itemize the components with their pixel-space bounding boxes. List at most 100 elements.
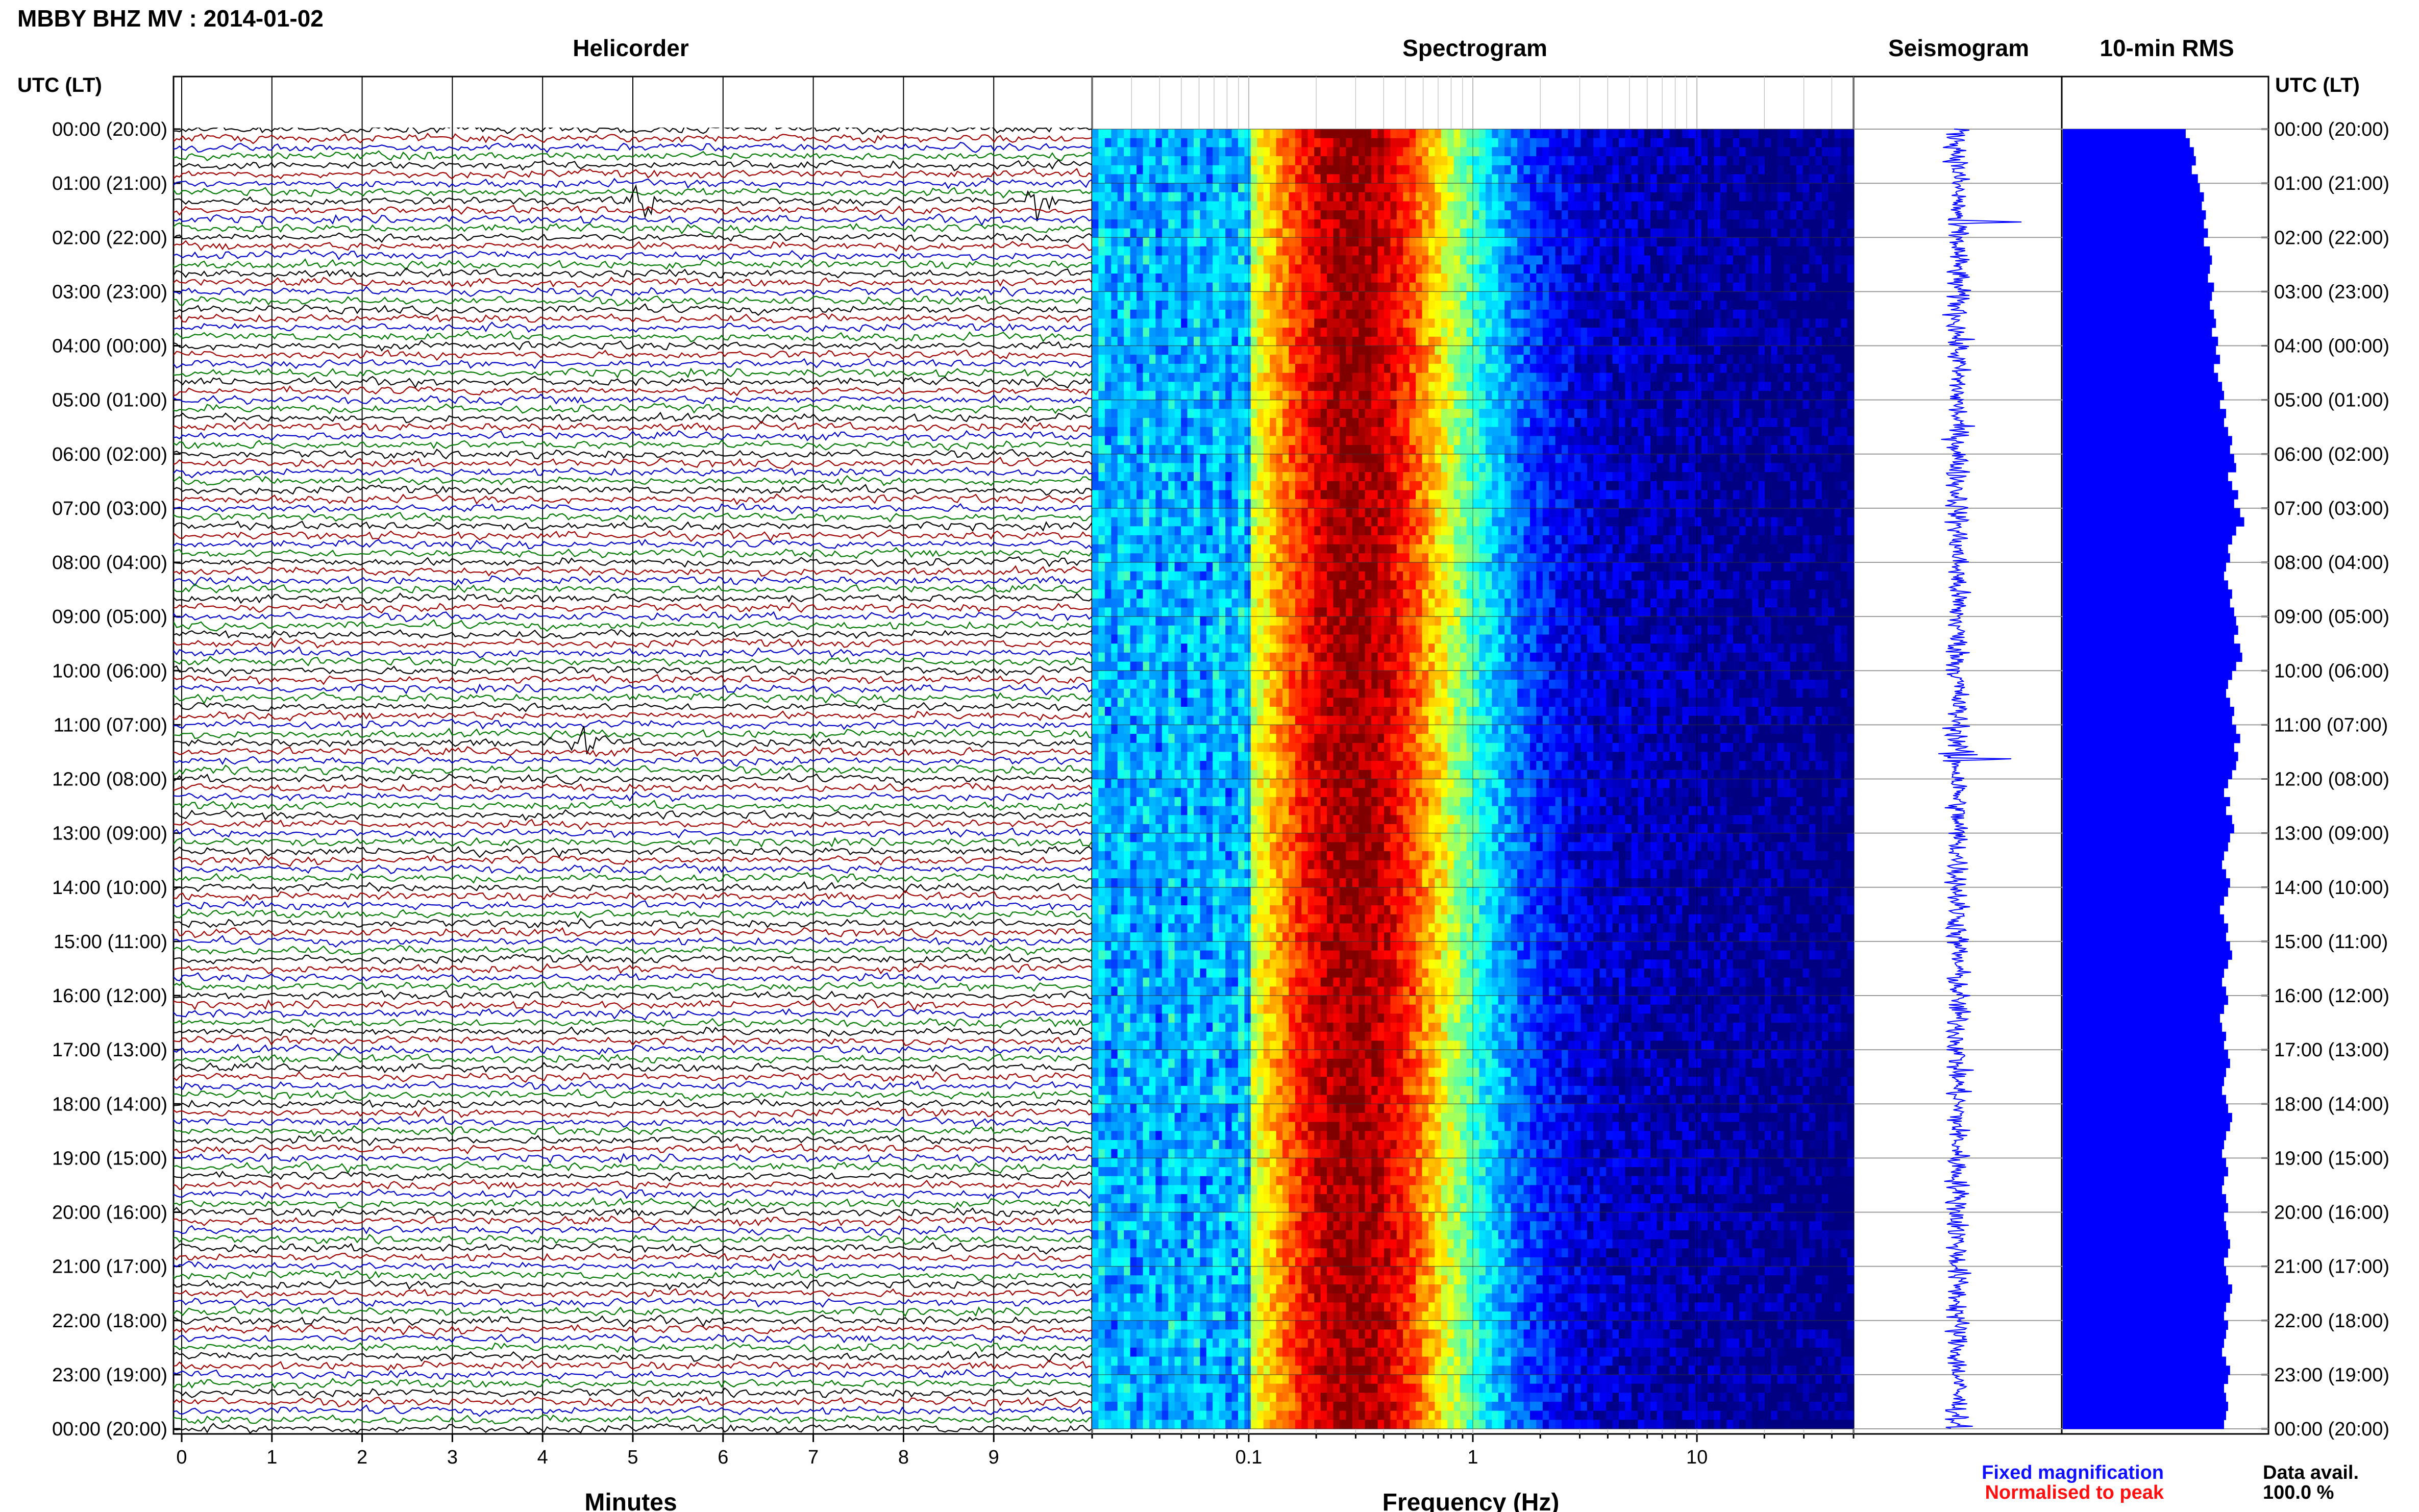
spectrogram-cell [1232, 752, 1239, 761]
spectrogram-cell [1168, 562, 1175, 572]
spectrogram-cell [1219, 914, 1226, 924]
spectrogram-cell [1149, 941, 1156, 951]
spectrogram-cell [1219, 698, 1226, 707]
spectrogram-cell [1282, 138, 1289, 147]
spectrogram-cell [1219, 400, 1226, 409]
spectrogram-cell [1111, 138, 1118, 147]
spectrogram-cell [1149, 698, 1156, 707]
spectrogram-cell [1232, 346, 1239, 355]
spectrogram-cell [1092, 1194, 1099, 1203]
spectrogram-cell [1130, 274, 1137, 283]
spectrogram-cell [1175, 1212, 1181, 1222]
spectrogram-cell [1206, 734, 1213, 743]
spectrogram-cell [1188, 969, 1194, 978]
spectrogram-cell [1118, 237, 1124, 246]
spectrogram-cell [1124, 1311, 1130, 1321]
spectrogram-cell [1188, 1023, 1194, 1032]
spectrogram-cell [1270, 1077, 1276, 1086]
spectrogram-cell [1270, 210, 1276, 219]
spectrogram-cell [1137, 463, 1143, 472]
spectrogram-cell [1175, 400, 1181, 409]
spectrogram-cell [1118, 725, 1124, 734]
spectrogram-cell [1232, 1040, 1239, 1050]
spectrogram-cell [1092, 1040, 1099, 1050]
spectrogram-cell [1276, 526, 1283, 535]
spectrogram-x-axis-label: Frequency (Hz) [1383, 1489, 1560, 1512]
spectrogram-cell [1219, 626, 1226, 635]
spectrogram-cell [1105, 1221, 1112, 1230]
spectrogram-cell [1188, 978, 1194, 987]
spectrogram-cell [1276, 1384, 1283, 1393]
spectrogram-cell [1238, 589, 1245, 599]
spectrogram-cell [1137, 969, 1143, 978]
spectrogram-cell [1225, 1302, 1232, 1311]
spectrogram-cell [1232, 490, 1239, 500]
spectrogram-cell [1276, 364, 1283, 373]
spectrogram-cell [1130, 1086, 1137, 1095]
spectrogram-cell [1130, 1149, 1137, 1158]
spectrogram-cell [1188, 355, 1194, 364]
spectrogram-cell [1092, 409, 1099, 418]
spectrogram-cell [1289, 508, 1295, 517]
spectrogram-cell [1092, 770, 1099, 779]
spectrogram-cell [1168, 878, 1175, 887]
spectrogram-cell [1168, 264, 1175, 274]
spectrogram-cell [1155, 1339, 1162, 1348]
spectrogram-cell [1118, 165, 1124, 175]
spectrogram-cell [1092, 589, 1099, 599]
spectrogram-cell [1276, 1086, 1283, 1095]
spectrogram-cell [1238, 643, 1245, 653]
spectrogram-cell [1143, 337, 1150, 346]
spectrogram-cell [1155, 698, 1162, 707]
spectrogram-cell [1282, 544, 1289, 554]
spectrogram-cell [1213, 436, 1219, 445]
spectrogram-cell [1264, 969, 1270, 978]
spectrogram-cell [1168, 544, 1175, 554]
spectrogram-cell [1282, 878, 1289, 887]
spectrogram-cell [1213, 969, 1219, 978]
spectrogram-cell [1225, 833, 1232, 842]
spectrogram-cell [1118, 337, 1124, 346]
spectrogram-cell [1257, 689, 1264, 698]
spectrogram-cell [1111, 1384, 1118, 1393]
spectrogram-cell [1238, 553, 1245, 562]
spectrogram-cell [1092, 436, 1099, 445]
spectrogram-cell [1105, 499, 1112, 508]
spectrogram-cell [1105, 951, 1112, 960]
spectrogram-cell [1137, 1158, 1143, 1167]
spectrogram-cell [1168, 346, 1175, 355]
spectrogram-cell [1149, 851, 1156, 860]
spectrogram-cell [1143, 508, 1150, 517]
spectrogram-cell [1264, 454, 1270, 463]
spectrogram-cell [1244, 219, 1251, 229]
spectrogram-cell [1162, 896, 1169, 905]
spectrogram-cell [1188, 1411, 1194, 1420]
spectrogram-cell [1124, 1013, 1130, 1023]
spectrogram-cell [1244, 418, 1251, 427]
spectrogram-cell [1206, 454, 1213, 463]
spectrogram-cell [1232, 1375, 1239, 1384]
spectrogram-cell [1251, 770, 1257, 779]
spectrogram-cell [1244, 264, 1251, 274]
spectrogram-cell [1118, 978, 1124, 987]
spectrogram-cell [1130, 291, 1137, 301]
spectrogram-cell [1124, 815, 1130, 824]
spectrogram-cell [1295, 337, 1302, 346]
spectrogram-cell [1276, 301, 1283, 310]
spectrogram-cell [1118, 192, 1124, 202]
spectrogram-cell [1276, 797, 1283, 806]
spectrogram-cell [1206, 156, 1213, 165]
spectrogram-cell [1098, 1176, 1105, 1185]
spectrogram-cell [1137, 481, 1143, 490]
spectrogram-cell [1251, 355, 1257, 364]
spectrogram-cell [1200, 1167, 1206, 1176]
spectrogram-cell [1118, 643, 1124, 653]
spectrogram-cell [1251, 246, 1257, 256]
spectrogram-cell [1194, 1257, 1200, 1267]
spectrogram-cell [1130, 1248, 1137, 1257]
spectrogram-cell [1111, 1185, 1118, 1194]
spectrogram-cell [1105, 698, 1112, 707]
spectrogram-cell [1111, 400, 1118, 409]
spectrogram-cell [1244, 1267, 1251, 1276]
spectrogram-cell [1282, 499, 1289, 508]
